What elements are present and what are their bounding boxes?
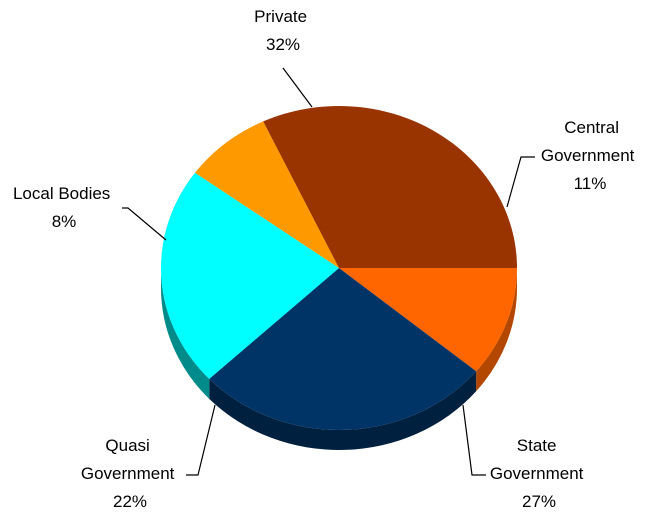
slice-state-government: [209, 268, 477, 430]
slice-private: [263, 105, 517, 268]
slice-local-bodies: [194, 121, 339, 268]
leader-line-central-government: [506, 156, 535, 208]
slice-label-central-government: Central Government 11%: [541, 118, 639, 193]
slice-label-state-government: State Government 27%: [490, 436, 588, 511]
slice-label-private: Private 32%: [254, 7, 312, 54]
leader-line-local-bodies: [122, 207, 167, 241]
slice-side-quasi-government: [161, 268, 210, 399]
leader-line-state-government: [462, 404, 486, 476]
pie-slices: [161, 105, 517, 430]
leader-line-private: [282, 67, 313, 108]
leader-line-quasi-government: [186, 404, 216, 476]
leader-lines: [122, 67, 535, 476]
slice-quasi-government: [161, 172, 339, 379]
slice-central-government: [339, 268, 517, 372]
slice-label-local-bodies: Local Bodies 8%: [13, 184, 115, 231]
slice-label-quasi-government: Quasi Government 22%: [81, 436, 179, 511]
slice-side-state-government: [209, 371, 477, 451]
pie-depth: [161, 268, 517, 451]
slice-side-central-government: [476, 268, 517, 392]
